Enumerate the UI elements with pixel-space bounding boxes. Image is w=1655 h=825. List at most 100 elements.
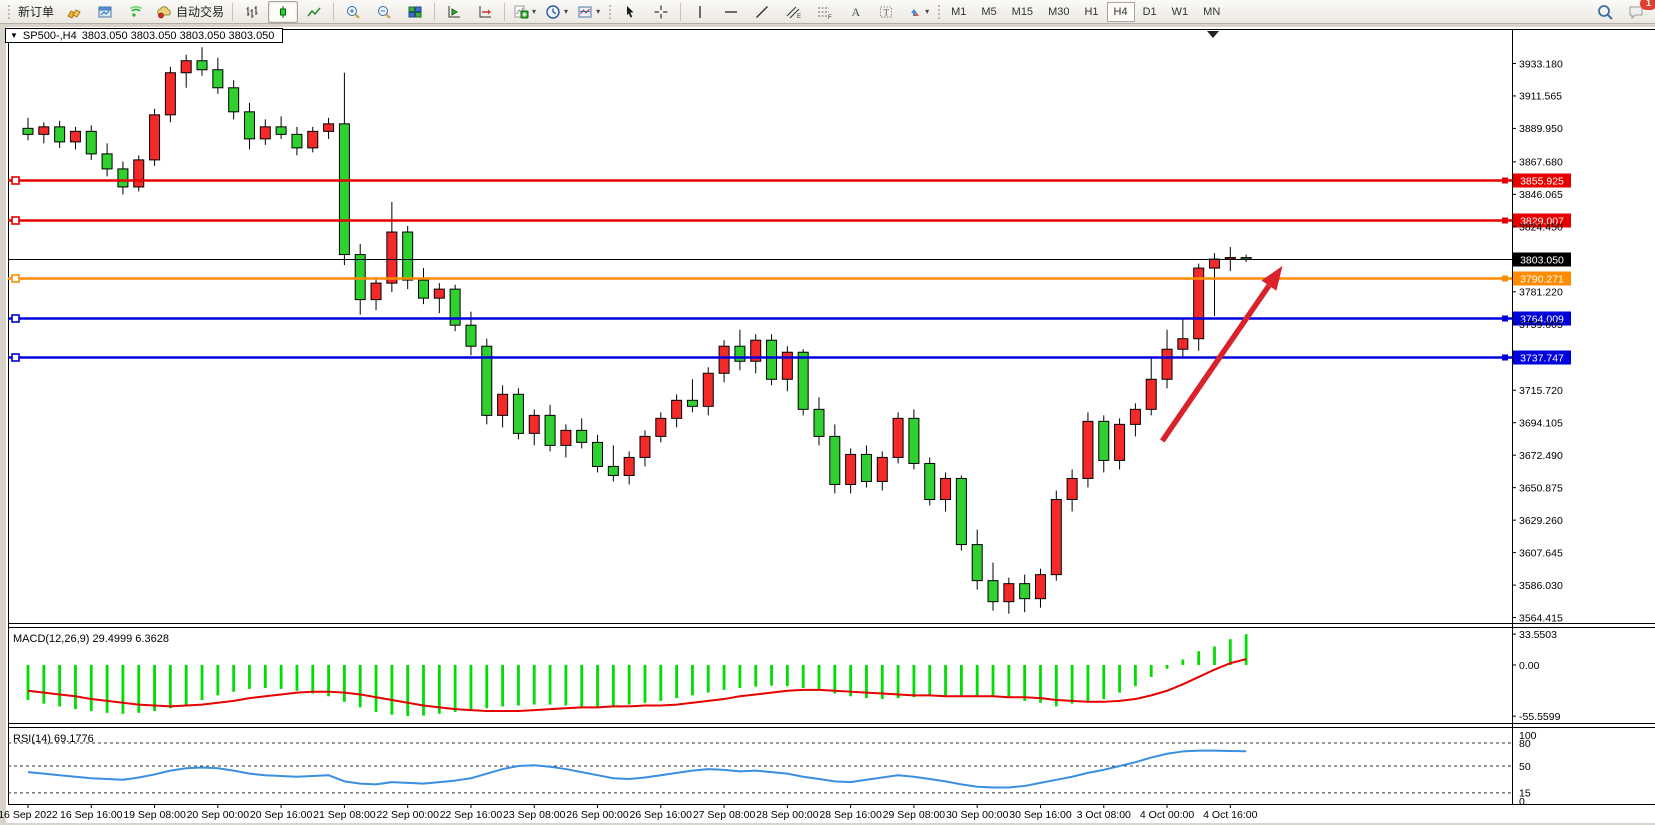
gold-bars-button[interactable] — [59, 1, 89, 23]
time-axis-label: 26 Sep 00:00 — [566, 809, 629, 821]
arrows-dropdown-caret[interactable]: ▾ — [925, 6, 930, 16]
toolbar-separator — [680, 2, 682, 21]
level-anchor-handle[interactable] — [11, 216, 20, 225]
text-tool-button[interactable]: A — [840, 1, 870, 23]
add-indicator-dropdown-caret[interactable]: ▾ — [532, 6, 537, 16]
trendline-tool-button[interactable] — [747, 1, 777, 23]
candle-up — [1129, 408, 1141, 425]
candlestick-mode-button[interactable] — [268, 0, 299, 23]
tile-windows-button[interactable] — [400, 1, 430, 23]
channel-tool-button[interactable]: E — [778, 1, 808, 23]
add-indicator-button[interactable]: ▾ — [509, 1, 540, 23]
level-anchor-handle[interactable] — [11, 176, 20, 185]
time-axis-label: 28 Sep 16:00 — [819, 809, 882, 821]
zoom-out-icon — [378, 5, 391, 19]
candle-down — [481, 345, 493, 416]
tab-timeframe-h4[interactable]: H4 — [1106, 1, 1135, 22]
candle-down — [196, 60, 208, 71]
tab-timeframe-m30[interactable]: M30 — [1048, 5, 1070, 18]
candle-down — [576, 429, 588, 443]
signal-icon — [130, 5, 142, 17]
chart-shift-marker[interactable] — [1207, 31, 1219, 38]
signal-button[interactable] — [121, 1, 151, 23]
templates-button[interactable]: ▾ — [573, 1, 604, 23]
vertical-line-icon — [699, 5, 701, 18]
candle-up — [149, 114, 161, 161]
fibonacci-tool-button[interactable]: F — [809, 1, 839, 23]
level-anchor-handle[interactable] — [11, 274, 20, 283]
candle-up — [1224, 257, 1236, 260]
cursor-icon — [627, 5, 634, 18]
tab-timeframe-w1[interactable]: W1 — [1171, 5, 1189, 18]
price-levels-group: 3855.925 3829.007 3803.050 3790.271 3764.009… — [8, 173, 1571, 365]
price-level-badge — [1513, 173, 1571, 188]
candle-down — [54, 126, 66, 143]
price-axis-tick-label: 3911.565 — [1519, 91, 1562, 103]
chart-symbol-title: SP500-,H4 — [22, 29, 77, 42]
search-button[interactable] — [1590, 1, 1620, 23]
price-axis: 3933.180 3911.565 3889.950 3867.680 3846.065… — [1512, 58, 1563, 624]
level-anchor-handle[interactable] — [11, 314, 20, 323]
search-icon — [1598, 4, 1613, 20]
tab-timeframe-h1[interactable]: H1 — [1084, 5, 1099, 18]
vertical-line-tool-button[interactable] — [685, 1, 715, 23]
tab-timeframe-m1[interactable]: M1 — [951, 5, 967, 18]
level-axis-handle — [1502, 315, 1508, 322]
bar-chart-mode-button[interactable] — [237, 1, 267, 23]
toolbar-separator — [504, 2, 506, 21]
tab-timeframe-mn[interactable]: MN — [1203, 5, 1221, 18]
tab-timeframe-m15[interactable]: M15 — [1011, 5, 1034, 18]
time-axis-label: 19 Sep 08:00 — [123, 809, 186, 821]
toolbar-drag-handle[interactable] — [936, 2, 942, 21]
arrows-tool-button[interactable]: ▾ — [902, 1, 933, 23]
autotrade-button[interactable]: 自动交易 — [152, 1, 228, 23]
zoom-in-button[interactable] — [338, 1, 368, 23]
chat-button[interactable]: 1 — [1621, 0, 1655, 23]
toolbar-drag-handle[interactable] — [6, 2, 11, 21]
auto-scroll-icon — [448, 5, 461, 17]
toolbar-drag-handle[interactable] — [607, 2, 613, 21]
text-label-tool-button[interactable]: T — [871, 1, 901, 23]
tab-timeframe-d1[interactable]: D1 — [1142, 5, 1157, 18]
tab-timeframe-m5[interactable]: M5 — [981, 5, 997, 18]
candle-up — [845, 453, 857, 485]
candle-down — [1098, 420, 1110, 461]
zoom-out-button[interactable] — [369, 1, 399, 23]
timeframe-menu-dropdown-caret[interactable]: ▾ — [564, 6, 569, 16]
time-axis-label: 30 Sep 16:00 — [1009, 809, 1072, 821]
templates-dropdown-caret[interactable]: ▾ — [596, 6, 601, 16]
trendline-icon — [756, 5, 769, 18]
time-axis-label: 16 Sep 2022 — [0, 809, 58, 821]
clock-icon — [546, 4, 560, 19]
candle-up — [1177, 338, 1189, 350]
trend-arrow-head — [1261, 265, 1283, 291]
candle-down — [971, 544, 983, 582]
horizontal-line-tool-button[interactable] — [716, 1, 746, 23]
candle-up — [671, 399, 683, 419]
trend-arrow[interactable] — [1160, 265, 1283, 443]
new-order-label: 新订单 — [18, 5, 55, 19]
template-icon — [578, 6, 592, 17]
candle-down — [465, 324, 477, 347]
market-watch-button[interactable] — [90, 1, 120, 23]
new-order-button[interactable]: 新订单 — [14, 1, 58, 23]
level-anchor-handle[interactable] — [11, 353, 20, 362]
crosshair-tool-button[interactable] — [646, 1, 676, 23]
rsi-indicator-label: RSI(14) 69.1776 — [13, 733, 94, 745]
candle-down — [449, 288, 461, 326]
price-axis-tick-label: 3781.220 — [1519, 287, 1563, 299]
level-axis-handle — [1502, 177, 1508, 184]
candle-down — [592, 441, 604, 467]
chart-ohlc-quote: 3803.050 3803.050 3803.050 3803.050 — [81, 29, 275, 42]
chart-shift-button[interactable] — [470, 1, 500, 23]
price-chart-canvas[interactable]: 3855.925 3829.007 3803.050 3790.271 3764.009… — [0, 24, 1655, 825]
auto-scroll-button[interactable] — [439, 1, 469, 23]
line-chart-mode-button[interactable] — [299, 1, 329, 23]
candle-up — [639, 435, 651, 458]
timeframe-menu-button[interactable]: ▾ — [541, 1, 572, 23]
cursor-tool-button[interactable] — [615, 1, 645, 23]
text-label-icon: T — [880, 6, 893, 17]
time-axis-label: 30 Sep 00:00 — [946, 809, 1009, 821]
chart-collapse-icon[interactable]: ▼ — [10, 30, 18, 40]
